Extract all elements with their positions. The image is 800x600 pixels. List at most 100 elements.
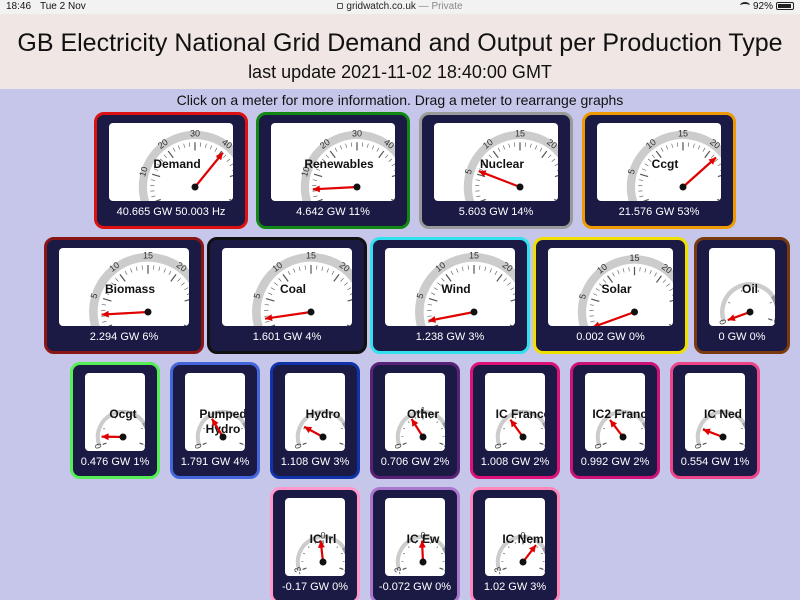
meter-biomass[interactable]: 051015202530Biomass2.294 GW 6% [44,237,204,354]
wifi-icon [739,2,750,9]
gauge-tick [316,198,323,201]
gauge-tick [612,272,615,277]
gauge-tick-label: 5 [577,293,588,301]
meter-hydro[interactable]: 0 5 Hydro 1.108 GW 3% [270,362,360,479]
gauge-hub [746,308,754,316]
gauge-tick [669,299,673,303]
gauge-tick-label: 0 [193,442,204,450]
gauge-needle-tip [528,544,537,553]
meter-other[interactable]: 0 1 2 Other 0.706 GW 2% [370,362,460,479]
address-bar[interactable]: gridwatch.co.uk — Private [0,1,800,12]
meter-pumped_hydro[interactable]: 0 5 Pumped Hydro 1.791 GW 4% [170,362,260,479]
gauge-tick [184,299,189,302]
gauge-tick [114,416,116,419]
meter-ic_france[interactable]: 0 3 IC France 1.008 GW 2% [470,362,560,479]
gauge-tick [437,282,441,286]
gauge-hub [631,308,638,316]
gauge-tick [102,297,112,302]
lock-icon [337,3,344,9]
gauge-tick [433,324,439,326]
gauge-face: -3 0 3 IC Nem [485,498,545,576]
gauge-tick [539,147,543,152]
gauge-hub [679,183,687,191]
meter-renewables[interactable]: 0102030405060Renewables4.642 GW 11% [256,112,410,229]
gauge-tick [436,421,439,424]
gauge-arc-high [741,421,745,446]
gauge-tick-label: 0 [717,318,728,326]
meter-nuclear[interactable]: 051015202530Nuclear5.603 GW 14% [419,112,573,229]
gauge-tick [287,270,291,276]
gauge-tick-label: 2 [442,442,445,450]
gauge-tick [265,297,275,302]
gauge-tick [376,147,380,152]
meter-ic_nem[interactable]: -3 0 3 IC Nem 1.02 GW 3% [470,487,560,600]
gauge-tick [607,275,614,283]
meter-ic_irl[interactable]: -3 0 3 IC Irl -0.17 GW 0% [270,487,360,600]
gauge-tick [282,273,289,282]
gauge-arc-high [241,421,245,446]
gauge-tick [186,293,189,295]
gauge-tick [717,198,721,201]
meter-demand[interactable]: 0102030405060Demand40.665 GW 50.003 Hz [94,112,248,229]
gauge-arc-high [341,421,345,446]
gauge-needle-tip [727,314,736,321]
gauge-tick-label: 0 [493,442,504,450]
gauge-tick-label: 5 [252,292,263,300]
gauge-hub [219,433,227,441]
gauge-tick [183,143,186,148]
meter-wind[interactable]: 051015202530Wind1.238 GW 3% [370,237,530,354]
gauge-tick [740,427,743,430]
gauge-tick [514,541,516,544]
gauge-tick-label: 20 [501,260,515,274]
gauge-needle [194,151,224,188]
gauge-tick [204,143,207,148]
gauge-tick [347,287,352,291]
meter-ic_ned[interactable]: 0 3 IC Ned 0.554 GW 1% [670,362,760,479]
gauge-tick-label: 10 [481,137,495,151]
gauge-tick [430,292,436,295]
gauge-tick [603,427,606,430]
meter-ic2_france[interactable]: 0 3 IC2 France 0.992 GW 2% [570,362,660,479]
gauge-arc-normal [89,253,189,326]
gauge-tick [757,289,760,293]
gauge-tick-label: 10 [270,260,284,274]
gauge-arc-high [141,421,145,446]
gauge-tick [630,416,632,419]
gauge-tick-label: 20 [156,137,170,151]
gauge-tick [184,287,189,291]
gauge-tick [264,304,270,306]
gauge-arc-normal [495,534,545,572]
gauge-tick [489,268,492,273]
gauge-tick [450,270,454,276]
gauge-face: 0 3 IC2 France [585,373,645,451]
gauge-tick [703,427,706,430]
meter-coal[interactable]: 051015202530Coal1.601 GW 4% [207,237,367,354]
meter-reading: 1.008 GW 2% [480,456,550,468]
gauge-tick [347,299,352,302]
gauge-tick-label: -3 [392,566,404,576]
gauge-tick [589,304,595,306]
meter-ccgt[interactable]: 051015202530Ccgt21.576 GW 53% [582,112,736,229]
meter-solar[interactable]: 051015202530Solar0.002 GW 0% [533,237,688,354]
gauge-tick [488,154,492,158]
gauge-tick [668,324,673,326]
gauge-tick [340,552,343,555]
meter-oil[interactable]: 0 5 Oil 0 GW 0% [694,237,790,354]
gauge-tick [665,145,669,150]
gauge-tick [159,158,164,162]
gauge-svg: 051015202530Nuclear [463,128,558,201]
gauge-tick-label: 0 [393,442,404,450]
gauge-name: Other [407,407,439,421]
gauge-tick [388,158,393,162]
gauge-tick [514,416,516,419]
gauge-needle-tip [510,419,518,428]
gauge-tick [188,142,191,147]
gauge-needle-tip [304,426,313,434]
gauge-tick [702,442,707,445]
gauge-face: 0102030405060Demand [109,123,233,201]
meter-ocgt[interactable]: 0 5 Ocgt 0.476 GW 1% [70,362,160,479]
gauge-tick [494,270,498,276]
meter-ic_ew[interactable]: -3 0 3 IC Ew -0.072 GW 0% [370,487,460,600]
gauge-tick [655,150,662,159]
gauge-svg: 0 3 IC France [493,407,545,450]
